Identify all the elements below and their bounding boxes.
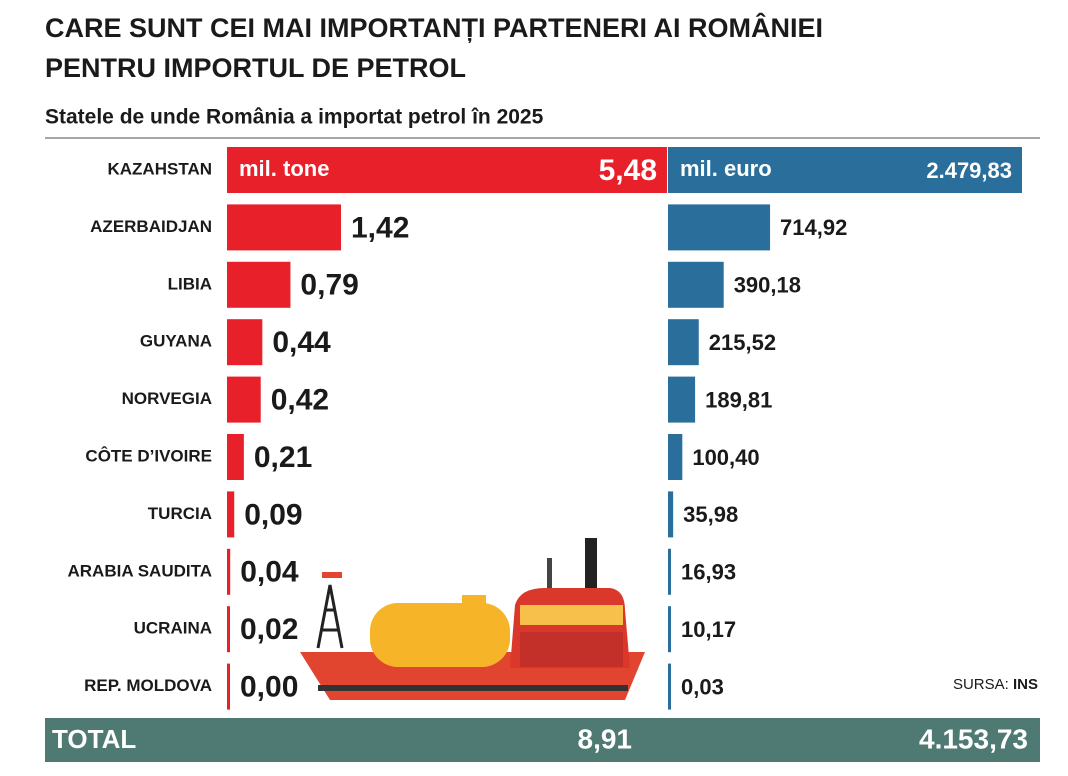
value-label: 0,09 <box>244 498 302 531</box>
bar <box>668 319 699 366</box>
value-label: 35,98 <box>683 502 738 527</box>
bar <box>227 376 261 423</box>
source-name: INS <box>1013 676 1038 693</box>
value-label: 714,92 <box>780 215 847 240</box>
value-label: 0,00 <box>240 671 298 704</box>
category-label: LIBIA <box>168 274 212 293</box>
bar <box>668 548 671 595</box>
bar <box>227 491 235 538</box>
bar <box>227 548 231 595</box>
category-label: GUYANA <box>140 332 212 351</box>
chart-title: PENTRU IMPORTUL DE PETROL <box>45 53 466 83</box>
value-label: 10,17 <box>681 617 736 642</box>
bar <box>227 261 291 308</box>
value-label: 1,42 <box>351 211 409 244</box>
category-label: AZERBAIDJAN <box>90 217 212 236</box>
total-label: TOTAL <box>52 724 136 754</box>
bar <box>668 434 683 480</box>
bar <box>668 606 671 653</box>
chart-title: CARE SUNT CEI MAI IMPORTANȚI PARTENERI A… <box>45 12 823 43</box>
category-label: ARABIA SAUDITA <box>68 561 213 580</box>
bar <box>227 606 230 653</box>
bar <box>227 434 244 480</box>
category-label: REP. MOLDOVA <box>84 676 212 695</box>
bar <box>668 491 674 538</box>
ship-illustration <box>300 538 645 700</box>
value-label: 100,40 <box>692 445 759 470</box>
total-band <box>45 718 1040 762</box>
bar <box>668 663 671 710</box>
category-label: CÔTE D’IVOIRE <box>85 446 212 465</box>
source: SURSA: INS <box>953 676 1038 693</box>
value-label: 0,21 <box>254 441 312 474</box>
source-prefix: SURSA: <box>953 676 1009 693</box>
unit-label: mil. euro <box>680 156 772 181</box>
value-label: 215,52 <box>709 330 776 355</box>
value-label: 390,18 <box>734 273 801 298</box>
bar <box>668 147 1022 193</box>
bar <box>668 261 724 308</box>
value-label: 2.479,83 <box>926 158 1012 183</box>
value-label: 0,02 <box>240 613 298 646</box>
category-label: NORVEGIA <box>122 389 212 408</box>
category-label: UCRAINA <box>134 619 212 638</box>
category-label: TURCIA <box>148 504 212 523</box>
value-label: 0,79 <box>300 269 358 302</box>
value-label: 16,93 <box>681 560 736 585</box>
bar <box>227 663 230 710</box>
bar <box>668 376 696 423</box>
value-label: 189,81 <box>705 387 772 412</box>
value-label: 5,48 <box>599 154 657 187</box>
bar <box>668 204 771 251</box>
total-value: 4.153,73 <box>919 723 1028 754</box>
chart-subtitle: Statele de unde România a importat petro… <box>45 106 544 129</box>
bar <box>227 204 342 251</box>
value-label: 0,42 <box>271 384 329 417</box>
total-value: 8,91 <box>578 723 633 754</box>
bar <box>227 147 667 193</box>
category-label: KAZAHSTAN <box>107 159 212 178</box>
value-label: 0,44 <box>272 326 331 359</box>
unit-label: mil. tone <box>239 156 329 181</box>
value-label: 0,04 <box>240 556 299 589</box>
value-label: 0,03 <box>681 674 724 699</box>
bar <box>227 319 263 366</box>
